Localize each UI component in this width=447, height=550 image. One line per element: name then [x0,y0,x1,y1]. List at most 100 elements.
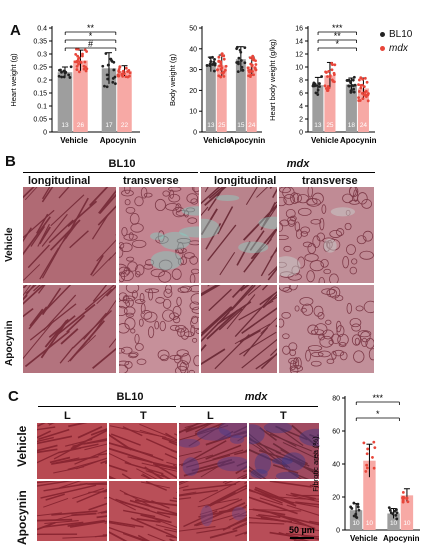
significance-label: *** [332,23,343,33]
x-tick-label-vehicle: Vehicle [311,136,339,145]
panel-c-col-l-1: L [64,410,71,422]
n-label: 17 [105,122,113,129]
micrograph-c-bl10-vehicle-l [36,422,108,480]
scale-bar-label: 50 µm [289,525,315,535]
panel-c-group-line-bl10 [38,406,176,407]
panel-a-label: A [10,22,21,39]
data-point [101,64,105,68]
data-point [111,77,115,80]
data-point [223,68,227,72]
data-point [365,452,369,456]
bar-bl10-apocynin [345,84,357,132]
data-point [352,87,356,91]
data-point [352,501,356,505]
data-point [107,63,110,67]
data-point [112,68,116,72]
data-point [78,60,82,64]
n-label: 10 [366,520,374,527]
data-point [83,60,87,64]
data-point [104,52,108,55]
y-tick-label: 20 [189,88,197,95]
n-label: 24 [360,122,368,129]
data-point [62,75,66,79]
data-point [253,66,257,70]
bar-bl10-apocynin [235,59,246,133]
data-point [219,61,223,65]
y-tick-label: 10 [295,65,303,72]
data-point [251,58,255,61]
data-point [393,509,397,513]
data-point [68,76,72,79]
data-point [362,93,366,97]
legend-label-mdx: mdx [389,43,408,54]
data-point [254,59,257,63]
y-tick-label: 0.25 [33,65,47,72]
legend-dot-mdx [380,46,385,51]
y-tick-label: 0.15 [33,91,47,98]
data-point [117,67,121,71]
bar-mdx-apocynin [400,495,414,530]
micrograph-bl10-apocynin-longitudinal [22,284,117,374]
micrograph-c-bl10-apocynin-l [36,480,108,542]
data-point [395,511,399,515]
n-label: 25 [326,122,334,129]
data-point [362,85,366,89]
bar-bl10-apocynin [101,68,117,132]
data-point [224,64,228,68]
data-point [365,466,369,470]
data-point [366,92,370,95]
data-point [314,91,318,95]
data-point [63,70,67,73]
data-point [316,88,320,92]
panel-b-group-mdx: mdx [286,158,310,170]
legend-label-bl10: BL10 [389,29,413,40]
bar-mdx-vehicle [216,65,227,132]
n-label: 15 [237,122,245,129]
data-point [387,506,391,510]
n-label: 25 [218,122,226,129]
data-point [345,79,349,82]
x-tick-label-apocynin: Apocynin [340,136,377,145]
data-point [111,80,115,84]
bar-bl10-vehicle [57,72,73,132]
chart-3-group: 0 20 40 60 80 Fibrotic area (%) 10 10 Vehicle 10 1… [311,393,420,543]
data-point [82,64,86,68]
data-point [360,92,364,95]
data-point [359,76,363,80]
data-point [365,80,369,84]
data-point [240,65,244,69]
data-point [357,83,360,86]
data-point [349,505,353,509]
data-point [105,73,109,77]
micrograph-c-mdx-vehicle-l [178,422,248,480]
y-tick-label: 0.3 [37,52,47,59]
data-point [357,96,360,99]
data-point [238,48,242,52]
data-point [330,78,334,82]
panel-c-group-bl10: BL10 [116,391,144,403]
data-point [361,83,364,87]
data-point [316,93,320,96]
data-point [326,75,329,78]
data-point [356,502,360,506]
data-point [323,84,327,88]
panel-c-col-t-2: T [280,410,287,422]
data-point [73,60,77,64]
data-point [373,446,377,450]
data-point [126,70,130,73]
data-point [67,73,71,77]
data-point [217,74,221,78]
panel-c-group-line-mdx [180,406,318,407]
y-tick-label: 60 [332,429,340,436]
data-point [69,65,73,69]
data-point [351,78,355,82]
data-point [324,71,328,74]
data-point [105,85,109,89]
data-point [355,516,359,520]
y-tick-label: 14 [295,39,303,46]
data-point [362,441,366,445]
data-point [406,500,410,504]
data-point [121,69,125,73]
data-point [359,86,363,90]
legend-item-bl10: BL10 [380,29,412,40]
